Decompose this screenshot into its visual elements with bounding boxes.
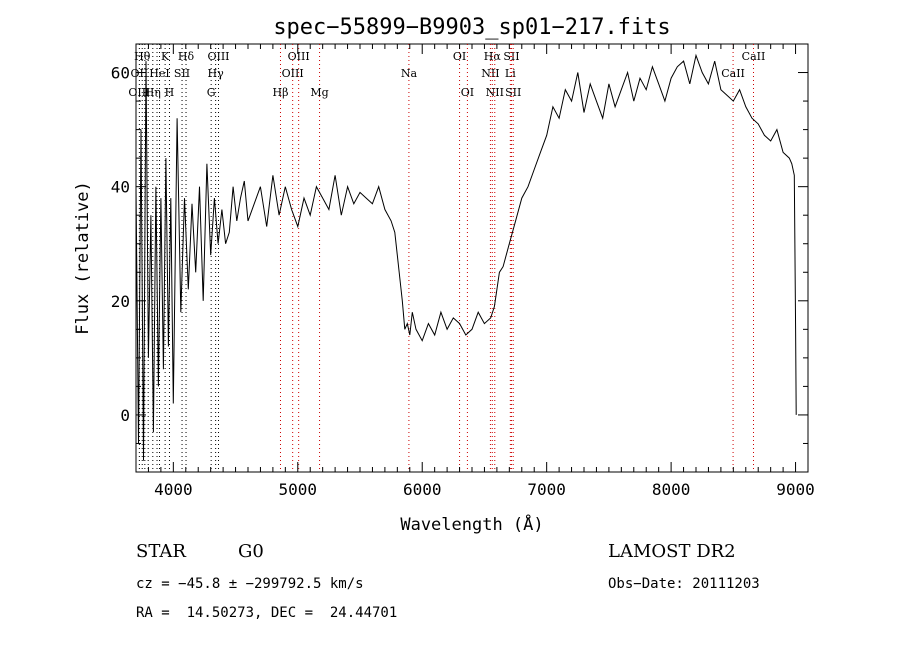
survey-name: LAMOST DR2 xyxy=(608,541,736,562)
ref-line-label: OII xyxy=(131,67,149,80)
x-tick-label: 4000 xyxy=(154,480,193,499)
ref-line-label: Hθ xyxy=(134,50,151,63)
ref-line-label: NII xyxy=(481,67,499,80)
ref-line-label: H xyxy=(165,86,175,99)
ref-line-label: SII xyxy=(503,50,519,63)
y-axis-label: Flux (relative) xyxy=(73,181,93,335)
ref-line-label: HeI xyxy=(149,67,169,80)
observation-date: Obs−Date: 20111203 xyxy=(608,576,760,592)
ref-line-label: Hγ xyxy=(208,67,225,80)
coordinates: RA = 14.50273, DEC = 24.44701 xyxy=(136,605,398,621)
ref-line-label: OIII xyxy=(128,86,150,99)
reference-lines: OII OIII Hθ Hη HeI K H SII Hδ G Hγ OIII Hβ OIII OIII Mg… xyxy=(128,44,765,472)
x-tick-label: 9000 xyxy=(776,480,815,499)
ref-line-label: Hα xyxy=(484,50,502,63)
object-class: STAR xyxy=(136,541,186,562)
object-subclass: G0 xyxy=(238,541,264,562)
ref-line-label: SII xyxy=(505,86,521,99)
x-tick-label: 5000 xyxy=(279,480,318,499)
axes: 4000 5000 6000 7000 8000 9000 0 20 40 60 xyxy=(111,43,815,499)
ref-line-label: G xyxy=(207,86,216,99)
x-tick-label: 8000 xyxy=(652,480,691,499)
ref-line-label: Na xyxy=(401,67,418,80)
chart-title: spec−55899−B9903_sp01−217.fits xyxy=(273,15,670,40)
plot-frame xyxy=(135,43,809,473)
x-tick-label: 7000 xyxy=(527,480,566,499)
redshift-info: cz = −45.8 ± −299792.5 km/s xyxy=(136,576,364,592)
ref-line-label: Li xyxy=(505,67,516,80)
x-axis-label: Wavelength (Å) xyxy=(400,513,543,535)
ref-line-label: SII xyxy=(174,67,190,80)
ref-line-label: CaII xyxy=(742,50,766,63)
ref-line-label: OI xyxy=(461,86,474,99)
ref-line-label: OIII xyxy=(288,50,310,63)
ref-line-label: OIII xyxy=(282,67,304,80)
x-tick-label: 6000 xyxy=(403,480,442,499)
y-tick-label: 20 xyxy=(111,292,130,311)
ref-line-label: CaII xyxy=(721,67,745,80)
y-tick-label: 0 xyxy=(120,406,130,425)
spectrum-line xyxy=(135,53,797,461)
ref-line-label: Hδ xyxy=(178,50,195,63)
ref-line-label: Hβ xyxy=(273,86,289,99)
ref-line-label: K xyxy=(161,50,170,63)
ref-line-label: OIII xyxy=(207,50,229,63)
ref-line-label: OI xyxy=(453,50,466,63)
ref-line-label: Hη xyxy=(145,86,161,99)
ref-line-label: NII xyxy=(486,86,504,99)
ref-line-label: Mg xyxy=(310,86,328,99)
y-tick-label: 40 xyxy=(111,178,130,197)
y-tick-label: 60 xyxy=(111,64,130,83)
